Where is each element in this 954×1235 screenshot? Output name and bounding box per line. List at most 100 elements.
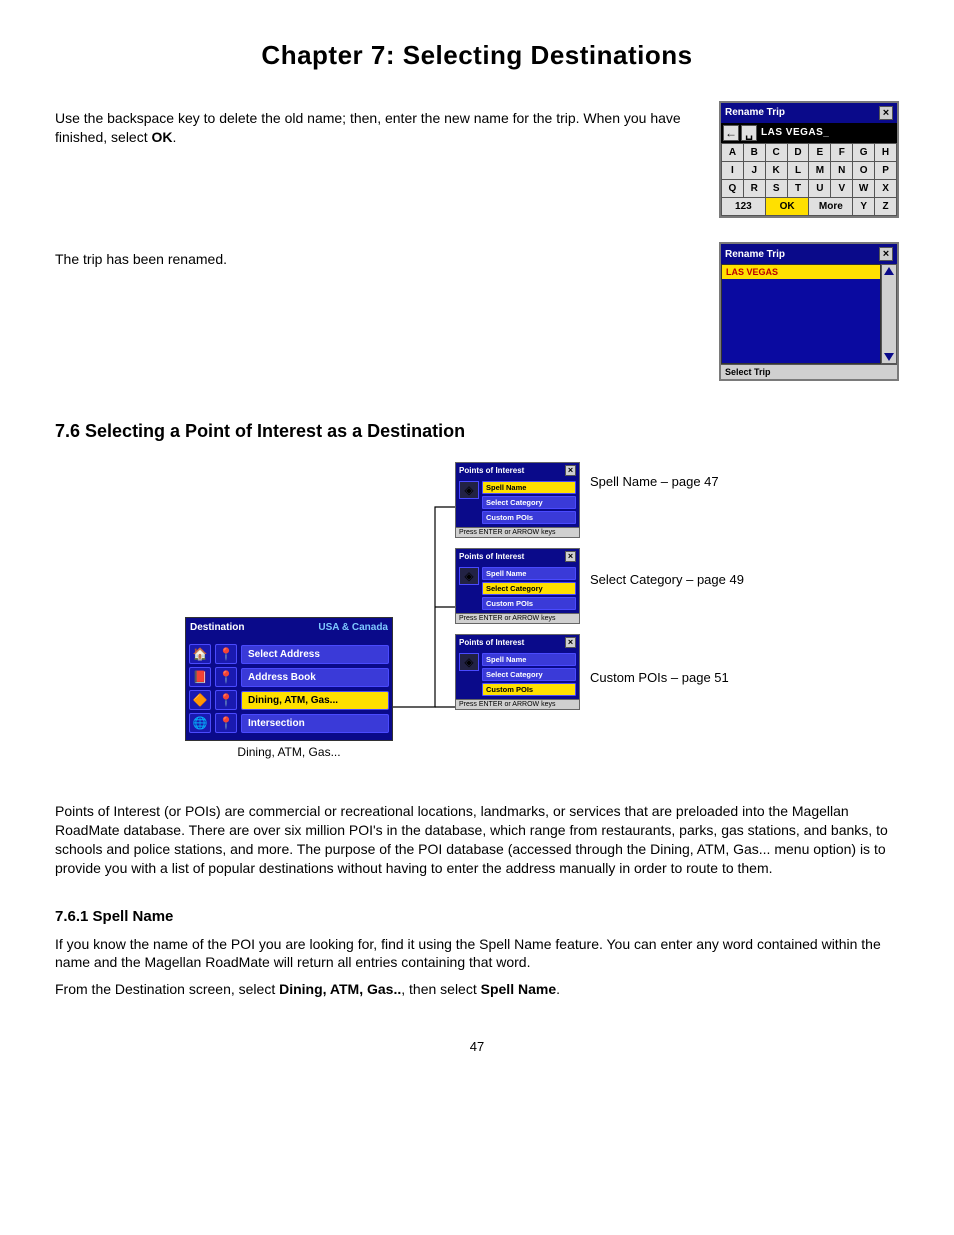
back-arrow-btn[interactable]: ← bbox=[723, 125, 739, 141]
dest-icon2: 📍 bbox=[215, 713, 237, 733]
trip-selected[interactable]: LAS VEGAS bbox=[722, 265, 880, 279]
listbox-title: Rename Trip bbox=[725, 249, 785, 260]
key-i[interactable]: I bbox=[722, 162, 744, 180]
poi-option[interactable]: Select Category bbox=[482, 496, 576, 509]
key-123[interactable]: 123 bbox=[722, 198, 766, 216]
poi-option[interactable]: Spell Name bbox=[482, 481, 576, 494]
dest-label: Select Address bbox=[241, 645, 389, 664]
dest-caption: Dining, ATM, Gas... bbox=[185, 745, 393, 759]
poi-title: Points of Interest bbox=[459, 638, 524, 647]
key-k[interactable]: K bbox=[765, 162, 787, 180]
dest-row-0[interactable]: 🏠📍Select Address bbox=[189, 644, 389, 664]
dest-icon: 📕 bbox=[189, 667, 211, 687]
poi-footer: Press ENTER or ARROW keys bbox=[456, 699, 579, 709]
from-dest-1: From the Destination screen, select bbox=[55, 981, 279, 997]
intro-ok: OK bbox=[152, 129, 173, 145]
key-n[interactable]: N bbox=[831, 162, 853, 180]
from-dest-text: From the Destination screen, select Dini… bbox=[55, 980, 899, 999]
key-o[interactable]: O bbox=[853, 162, 875, 180]
key-t[interactable]: T bbox=[787, 180, 809, 198]
renamed-text: The trip has been renamed. bbox=[55, 250, 699, 269]
scroll-up-icon[interactable] bbox=[884, 267, 894, 275]
key-h[interactable]: H bbox=[875, 144, 897, 162]
poi-thumb-icon: ◈ bbox=[459, 653, 479, 671]
poi-option[interactable]: Custom POIs bbox=[482, 597, 576, 610]
dest-icon2: 📍 bbox=[215, 644, 237, 664]
poi-option[interactable]: Select Category bbox=[482, 668, 576, 681]
key-m[interactable]: M bbox=[809, 162, 831, 180]
key-d[interactable]: D bbox=[787, 144, 809, 162]
key-z[interactable]: Z bbox=[875, 198, 897, 216]
key-e[interactable]: E bbox=[809, 144, 831, 162]
dest-label: Intersection bbox=[241, 714, 389, 733]
key-f[interactable]: F bbox=[831, 144, 853, 162]
key-j[interactable]: J bbox=[743, 162, 765, 180]
poi-option[interactable]: Spell Name bbox=[482, 567, 576, 580]
key-r[interactable]: R bbox=[743, 180, 765, 198]
dest-icon2: 📍 bbox=[215, 667, 237, 687]
key-ok[interactable]: OK bbox=[765, 198, 809, 216]
key-b[interactable]: B bbox=[743, 144, 765, 162]
poi-diagram: Destination USA & Canada 🏠📍Select Addres… bbox=[55, 462, 899, 782]
listbox-footer: Select Trip bbox=[721, 364, 897, 379]
close-icon[interactable]: × bbox=[565, 551, 576, 562]
key-y[interactable]: Y bbox=[853, 198, 875, 216]
poi-screen: Points of Interest × ◈Spell Name Select Cat… bbox=[455, 634, 580, 710]
close-icon[interactable]: × bbox=[565, 465, 576, 476]
poi-title: Points of Interest bbox=[459, 552, 524, 561]
key-s[interactable]: S bbox=[765, 180, 787, 198]
dest-icon: 🏠 bbox=[189, 644, 211, 664]
key-a[interactable]: A bbox=[722, 144, 744, 162]
key-u[interactable]: U bbox=[809, 180, 831, 198]
poi-option[interactable]: Select Category bbox=[482, 582, 576, 595]
spellname-desc: If you know the name of the POI you are … bbox=[55, 935, 899, 973]
dest-icon: 🔶 bbox=[189, 690, 211, 710]
destination-screen: Destination USA & Canada 🏠📍Select Addres… bbox=[185, 617, 393, 741]
key-p[interactable]: P bbox=[875, 162, 897, 180]
dest-row-1[interactable]: 📕📍Address Book bbox=[189, 667, 389, 687]
poi-footer: Press ENTER or ARROW keys bbox=[456, 527, 579, 537]
kbd-grid: ABCDEFGH IJKLMNOP QRSTUVWX 123 OK More Y Z bbox=[721, 143, 897, 216]
poi-description: Points of Interest (or POIs) are commerc… bbox=[55, 802, 899, 878]
key-q[interactable]: Q bbox=[722, 180, 744, 198]
side-label: Spell Name – page 47 bbox=[590, 462, 744, 560]
from-dest-mid: , then select bbox=[401, 981, 480, 997]
key-l[interactable]: L bbox=[787, 162, 809, 180]
intro-text: Use the backspace key to delete the old … bbox=[55, 109, 699, 147]
key-x[interactable]: X bbox=[875, 180, 897, 198]
dest-label: Address Book bbox=[241, 668, 389, 687]
rename-keyboard: Rename Trip × ← ␣ LAS VEGAS_ ABCDEFGH IJK… bbox=[719, 101, 899, 218]
scroll-down-icon[interactable] bbox=[884, 353, 894, 361]
space-btn[interactable]: ␣ bbox=[741, 125, 757, 141]
trip-listbox: Rename Trip × LAS VEGAS Select Trip bbox=[719, 242, 899, 381]
key-w[interactable]: W bbox=[853, 180, 875, 198]
side-label: Custom POIs – page 51 bbox=[590, 658, 744, 756]
close-icon[interactable]: × bbox=[565, 637, 576, 648]
subsection-heading: 7.6.1 Spell Name bbox=[55, 908, 899, 925]
dest-row-2[interactable]: 🔶📍Dining, ATM, Gas... bbox=[189, 690, 389, 710]
dest-icon: 🌐 bbox=[189, 713, 211, 733]
close-icon[interactable]: × bbox=[879, 106, 893, 120]
close-icon[interactable]: × bbox=[879, 247, 893, 261]
key-more[interactable]: More bbox=[809, 198, 853, 216]
key-g[interactable]: G bbox=[853, 144, 875, 162]
dest-row-3[interactable]: 🌐📍Intersection bbox=[189, 713, 389, 733]
poi-option[interactable]: Custom POIs bbox=[482, 511, 576, 524]
dest-region: USA & Canada bbox=[318, 622, 388, 633]
from-dest-b2: Spell Name bbox=[481, 981, 556, 997]
trip-list[interactable]: LAS VEGAS bbox=[721, 264, 881, 364]
poi-thumb-icon: ◈ bbox=[459, 481, 479, 499]
poi-thumb-icon: ◈ bbox=[459, 567, 479, 585]
page-number: 47 bbox=[55, 1039, 899, 1054]
side-label: Select Category – page 49 bbox=[590, 560, 744, 658]
key-c[interactable]: C bbox=[765, 144, 787, 162]
dest-icon2: 📍 bbox=[215, 690, 237, 710]
entry-text: LAS VEGAS_ bbox=[759, 128, 895, 138]
scrollbar[interactable] bbox=[881, 264, 897, 364]
poi-option[interactable]: Spell Name bbox=[482, 653, 576, 666]
poi-option[interactable]: Custom POIs bbox=[482, 683, 576, 696]
from-dest-b1: Dining, ATM, Gas.. bbox=[279, 981, 401, 997]
kbd-title: Rename Trip bbox=[725, 108, 785, 118]
section-heading: 7.6 Selecting a Point of Interest as a D… bbox=[55, 421, 899, 442]
key-v[interactable]: V bbox=[831, 180, 853, 198]
